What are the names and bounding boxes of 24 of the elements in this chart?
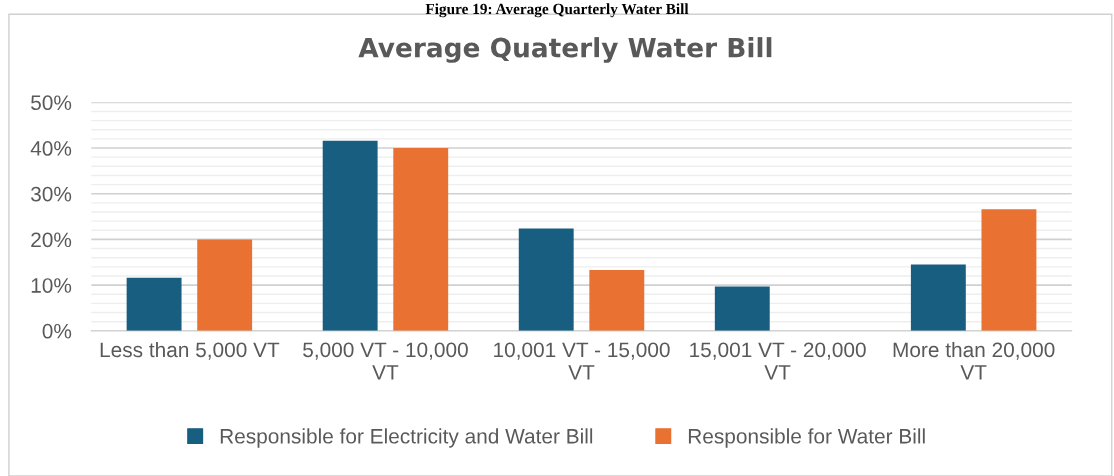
- chart-title: Average Quaterly Water Bill: [358, 37, 772, 63]
- bar: [197, 239, 253, 331]
- caption: Figure 19: Average Quarterly Water Bill: [425, 3, 689, 18]
- bar: [981, 209, 1037, 331]
- y-tick-label: 10%: [31, 278, 72, 293]
- legend-label: Responsible for Electricity and Water Bill: [220, 428, 593, 448]
- y-tick-label: 20%: [31, 232, 72, 248]
- bar: [393, 148, 449, 331]
- x-tick-label: Less than 5,000 VT: [100, 341, 280, 360]
- bar: [126, 277, 182, 331]
- bar: [518, 228, 574, 331]
- x-tick-label: More than 20,000 VT: [893, 341, 1055, 380]
- x-tick-label: 10,001 VT - 15,000 VT: [494, 342, 670, 380]
- y-tick-label: 40%: [30, 141, 72, 156]
- bar: [589, 270, 645, 331]
- y-tick-label: 30%: [31, 186, 72, 202]
- x-tick-label: 15,001 VT - 20,000 VT: [690, 342, 866, 380]
- bar: [714, 286, 770, 331]
- legend-label: Responsible for Water Bill: [688, 428, 925, 448]
- y-tick-label: 0%: [42, 323, 72, 339]
- bar: [910, 264, 966, 331]
- x-tick-label: 5,000 VT - 10,000 VT: [303, 342, 468, 380]
- bar: [322, 140, 378, 331]
- y-tick-label: 50%: [31, 95, 72, 111]
